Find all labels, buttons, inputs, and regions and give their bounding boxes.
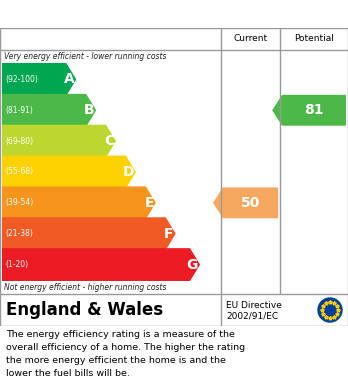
Polygon shape [2, 248, 200, 281]
Polygon shape [2, 125, 116, 158]
Text: (69-80): (69-80) [5, 136, 33, 145]
Text: G: G [187, 258, 198, 272]
Polygon shape [2, 187, 156, 219]
Polygon shape [213, 187, 278, 218]
Text: The energy efficiency rating is a measure of the
overall efficiency of a home. T: The energy efficiency rating is a measur… [6, 330, 245, 378]
Text: A: A [64, 72, 74, 86]
Text: B: B [84, 103, 94, 117]
Text: Very energy efficient - lower running costs: Very energy efficient - lower running co… [4, 52, 166, 61]
Text: Current: Current [234, 34, 268, 43]
Text: C: C [104, 134, 114, 148]
Text: (55-68): (55-68) [5, 167, 33, 176]
Text: England & Wales: England & Wales [6, 301, 163, 319]
Polygon shape [272, 95, 346, 126]
Text: (21-38): (21-38) [5, 229, 33, 238]
Circle shape [318, 298, 342, 322]
Text: Energy Efficiency Rating: Energy Efficiency Rating [10, 7, 220, 22]
Text: Not energy efficient - higher running costs: Not energy efficient - higher running co… [4, 283, 166, 292]
Text: 81: 81 [304, 103, 324, 117]
Text: Potential: Potential [294, 34, 334, 43]
Text: (1-20): (1-20) [5, 260, 28, 269]
Text: 2002/91/EC: 2002/91/EC [226, 312, 278, 321]
Text: D: D [122, 165, 134, 179]
Polygon shape [2, 63, 76, 96]
Text: (39-54): (39-54) [5, 198, 33, 207]
Polygon shape [2, 94, 96, 127]
Text: (81-91): (81-91) [5, 106, 33, 115]
Text: (92-100): (92-100) [5, 75, 38, 84]
Text: EU Directive: EU Directive [226, 301, 282, 310]
Polygon shape [2, 217, 176, 250]
Text: F: F [164, 227, 174, 241]
Text: E: E [144, 196, 154, 210]
Polygon shape [2, 156, 136, 188]
Text: 50: 50 [241, 196, 260, 210]
